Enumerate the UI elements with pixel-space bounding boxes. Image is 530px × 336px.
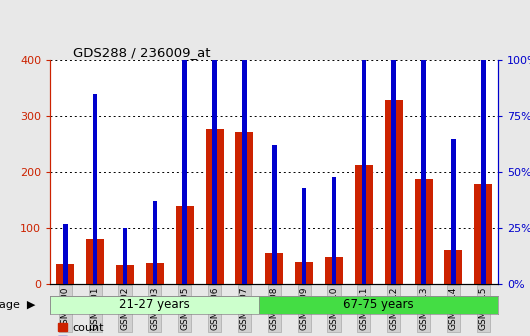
Bar — [182, 5, 187, 284]
Legend: count, percentile rank within the sample: count, percentile rank within the sample — [56, 321, 263, 336]
Bar — [302, 188, 306, 284]
Bar — [295, 261, 313, 284]
Bar — [355, 166, 373, 284]
Bar — [392, 0, 396, 284]
Bar — [361, 0, 366, 284]
Bar — [414, 179, 432, 284]
Text: age  ▶: age ▶ — [0, 300, 36, 310]
Bar — [481, 0, 485, 284]
Text: 67-75 years: 67-75 years — [343, 298, 414, 311]
Bar — [325, 257, 343, 284]
Bar — [176, 206, 193, 284]
Bar — [56, 264, 74, 284]
Bar — [242, 0, 246, 284]
Bar — [421, 0, 426, 284]
Bar — [146, 263, 164, 284]
Text: GDS288 / 236009_at: GDS288 / 236009_at — [73, 46, 210, 59]
Bar — [153, 201, 157, 284]
Bar — [385, 99, 403, 284]
Bar — [93, 94, 98, 284]
Bar — [123, 228, 127, 284]
Bar — [272, 145, 277, 284]
Bar — [266, 253, 283, 284]
Bar — [451, 139, 456, 284]
Bar — [206, 129, 224, 284]
Bar — [116, 265, 134, 284]
Bar — [235, 132, 253, 284]
Bar — [86, 239, 104, 284]
Bar — [332, 177, 336, 284]
Bar — [259, 296, 498, 314]
Text: 21-27 years: 21-27 years — [119, 298, 190, 311]
Bar — [474, 184, 492, 284]
Bar — [63, 223, 67, 284]
Bar — [213, 0, 217, 284]
Bar — [445, 250, 462, 284]
Bar — [50, 296, 259, 314]
